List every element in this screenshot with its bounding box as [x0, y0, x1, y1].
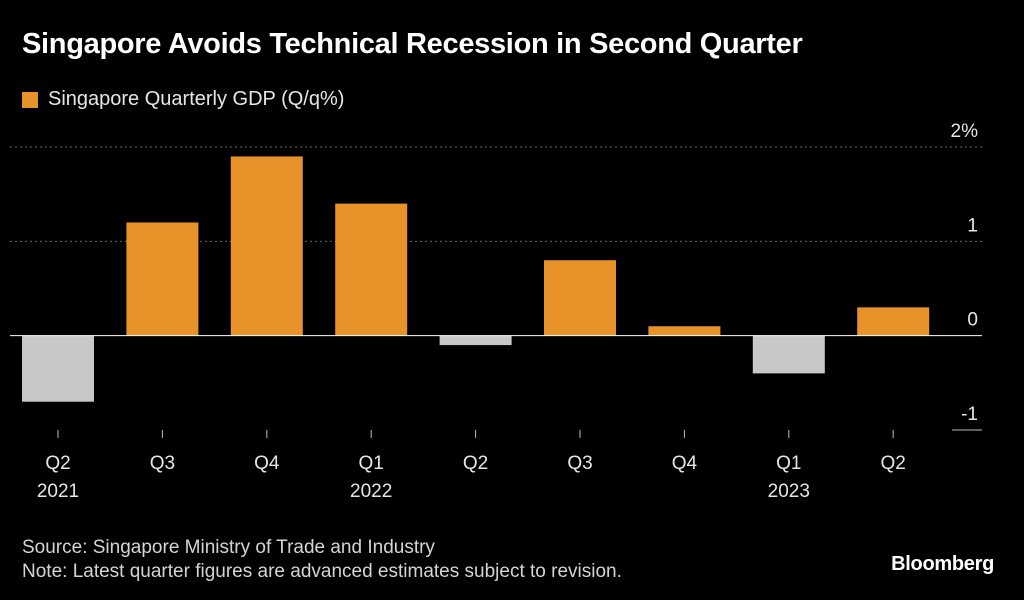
- x-axis-ticks: Q2 2021 Q3 Q4 Q1 2022 Q2 Q3 Q4 Q1 2023 Q2: [37, 430, 906, 502]
- source-note: Source: Singapore Ministry of Trade and …: [22, 537, 435, 558]
- bar: [857, 307, 930, 336]
- bar: [230, 156, 303, 336]
- gridlines: [10, 146, 982, 431]
- x-tick-label: Q4: [672, 453, 698, 474]
- y-tick-label: 0: [967, 310, 978, 331]
- x-tick-label: Q2: [45, 453, 70, 474]
- bar: [126, 222, 199, 336]
- x-year-label: 2022: [350, 481, 392, 502]
- bar: [752, 335, 825, 374]
- bar: [544, 260, 616, 336]
- x-tick-label: Q1: [776, 453, 801, 474]
- x-year-label: 2021: [37, 481, 79, 502]
- bar: [439, 335, 512, 346]
- bloomberg-logo: Bloomberg: [891, 553, 994, 575]
- y-tick-label: 1: [967, 215, 978, 236]
- x-tick-label: Q3: [150, 453, 175, 474]
- x-tick-label: Q2: [463, 453, 488, 474]
- footer: Source: Singapore Ministry of Trade and …: [22, 536, 622, 584]
- x-tick-label: Q3: [567, 453, 592, 474]
- legend: Singapore Quarterly GDP (Q/q%): [22, 88, 344, 111]
- chart-title: Singapore Avoids Technical Recession in …: [22, 28, 803, 60]
- bar: [335, 203, 408, 336]
- bars: [22, 156, 930, 402]
- x-tick-label: Q1: [359, 453, 384, 474]
- bar: [648, 326, 721, 336]
- x-tick-label: Q4: [254, 453, 280, 474]
- x-tick-label: Q2: [881, 453, 906, 474]
- bar: [22, 335, 94, 402]
- legend-label: Singapore Quarterly GDP (Q/q%): [48, 88, 345, 110]
- x-year-label: 2023: [768, 481, 810, 502]
- y-tick-label: 2%: [951, 121, 979, 142]
- y-tick-label: -1: [961, 404, 978, 425]
- legend-swatch: [22, 91, 38, 108]
- revision-note: Note: Latest quarter figures are advance…: [22, 561, 622, 582]
- y-axis-ticks: 2% 1 0 -1: [951, 121, 979, 425]
